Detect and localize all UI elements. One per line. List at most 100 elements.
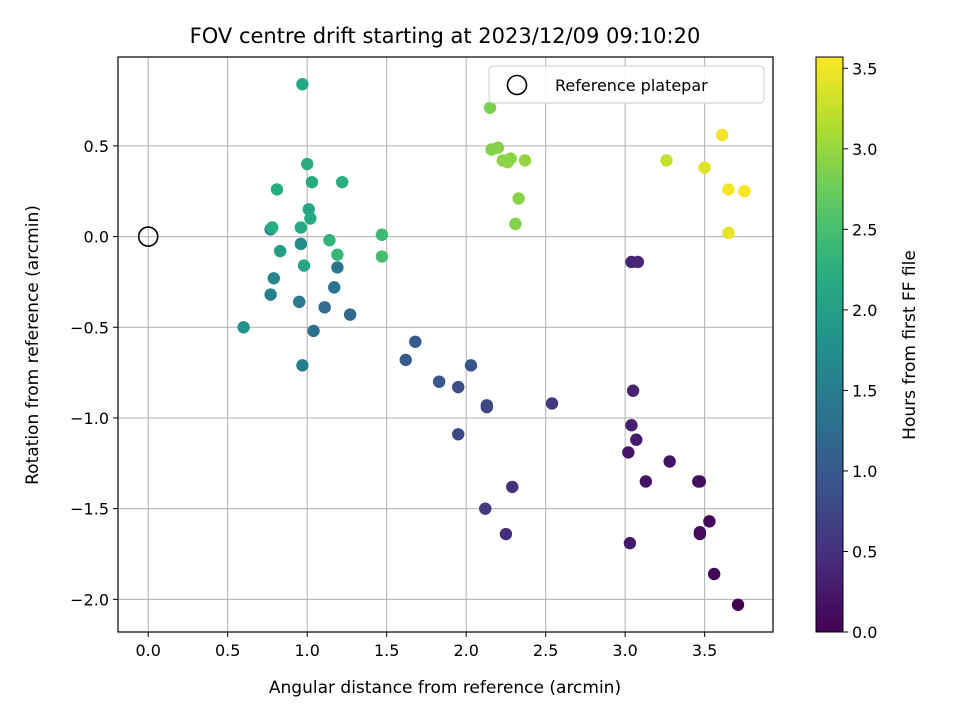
data-point bbox=[318, 301, 331, 314]
y-tick-label: −2.0 bbox=[70, 590, 109, 609]
data-point bbox=[452, 428, 465, 441]
chart-title: FOV centre drift starting at 2023/12/09 … bbox=[190, 24, 701, 48]
data-point bbox=[509, 217, 522, 231]
data-point bbox=[479, 502, 492, 515]
data-point bbox=[270, 183, 284, 196]
data-point bbox=[504, 152, 517, 165]
data-point bbox=[698, 161, 711, 174]
data-point bbox=[738, 185, 751, 198]
data-point bbox=[296, 359, 309, 372]
y-tick-label: −0.5 bbox=[70, 318, 109, 337]
data-point bbox=[273, 244, 287, 258]
data-point bbox=[264, 288, 277, 301]
data-point bbox=[518, 154, 532, 167]
data-point bbox=[452, 380, 465, 394]
data-point bbox=[660, 154, 673, 167]
colorbar: 0.0 0.5 1.0 1.5 2.0 2.5 3.0 3.5 Hours from firs… bbox=[815, 56, 920, 642]
data-points bbox=[237, 78, 751, 611]
data-point bbox=[237, 321, 250, 334]
data-point bbox=[331, 248, 344, 261]
y-tick-label: 0.5 bbox=[84, 137, 109, 156]
data-point bbox=[293, 295, 306, 309]
data-point bbox=[300, 157, 314, 171]
data-point bbox=[722, 226, 735, 240]
x-tick-label: 0.0 bbox=[135, 641, 160, 660]
data-point bbox=[267, 272, 281, 285]
data-point bbox=[375, 250, 389, 263]
data-point bbox=[625, 419, 638, 432]
data-point bbox=[480, 399, 494, 412]
colorbar-tick-label: 3.5 bbox=[852, 59, 877, 78]
data-point bbox=[622, 446, 635, 459]
data-point bbox=[715, 128, 729, 142]
colorbar-tick-label: 1.5 bbox=[852, 381, 877, 400]
data-point bbox=[491, 141, 505, 154]
colorbar-ticks: 0.0 0.5 1.0 1.5 2.0 2.5 3.0 3.5 bbox=[843, 59, 877, 642]
y-axis-label: Rotation from reference (arcmin) bbox=[23, 205, 43, 485]
data-point bbox=[304, 212, 317, 225]
data-point bbox=[335, 175, 349, 189]
data-point bbox=[483, 101, 497, 114]
data-point bbox=[307, 324, 320, 338]
legend-reference-marker bbox=[506, 74, 528, 96]
legend-box bbox=[488, 65, 765, 104]
data-point bbox=[545, 397, 559, 410]
data-point bbox=[663, 455, 676, 468]
legend: Reference platepar bbox=[488, 65, 765, 104]
legend-entry-reference: Reference platepar bbox=[555, 76, 708, 95]
data-point bbox=[432, 375, 446, 388]
data-point bbox=[623, 536, 637, 550]
y-tick-label: −1.5 bbox=[70, 500, 109, 519]
colorbar-tick-label: 1.0 bbox=[852, 462, 877, 481]
data-point bbox=[692, 475, 705, 488]
data-point bbox=[630, 433, 643, 446]
data-point bbox=[328, 281, 341, 294]
data-point bbox=[464, 359, 478, 372]
x-tick-label: 1.5 bbox=[374, 641, 399, 660]
colorbar-tick-label: 2.0 bbox=[852, 301, 877, 320]
data-point bbox=[296, 78, 309, 91]
x-tick-label: 3.5 bbox=[692, 641, 717, 660]
data-point bbox=[331, 261, 344, 274]
colorbar-tick-label: 0.0 bbox=[852, 623, 877, 642]
data-point bbox=[343, 308, 357, 321]
data-point bbox=[631, 255, 645, 269]
x-tick-label: 0.5 bbox=[215, 641, 240, 660]
y-tick-label: 0.0 bbox=[84, 228, 109, 247]
data-point bbox=[707, 567, 721, 581]
x-axis-ticks: 0.0 0.5 1.0 1.5 2.0 2.5 3.0 3.5 bbox=[135, 632, 717, 660]
data-point bbox=[693, 526, 707, 539]
data-point bbox=[626, 384, 640, 397]
data-point bbox=[375, 228, 389, 241]
plot-frame bbox=[117, 56, 774, 633]
x-tick-label: 2.0 bbox=[453, 641, 478, 660]
x-tick-label: 1.0 bbox=[294, 641, 319, 660]
data-point bbox=[731, 598, 745, 611]
data-point bbox=[506, 480, 519, 494]
y-axis-ticks: −2.0 −1.5 −1.0 −0.5 0.0 0.5 bbox=[70, 137, 118, 609]
reference-marker bbox=[137, 226, 159, 247]
x-tick-label: 2.5 bbox=[533, 641, 558, 660]
data-point bbox=[722, 183, 735, 196]
data-point bbox=[512, 192, 525, 205]
colorbar-tick-label: 3.0 bbox=[852, 140, 877, 159]
colorbar-gradient bbox=[815, 56, 844, 633]
x-axis-label: Angular distance from reference (arcmin) bbox=[269, 678, 621, 698]
data-point bbox=[294, 221, 308, 234]
grid bbox=[118, 57, 773, 632]
colorbar-label: Hours from first FF file bbox=[900, 250, 920, 440]
data-point bbox=[499, 527, 513, 541]
data-point bbox=[399, 353, 412, 367]
data-point bbox=[297, 259, 311, 272]
reference-marker-layer bbox=[137, 226, 159, 247]
colorbar-tick-label: 2.5 bbox=[852, 220, 877, 239]
y-tick-label: −1.0 bbox=[70, 409, 109, 428]
data-point bbox=[323, 234, 336, 247]
data-point bbox=[305, 175, 319, 189]
data-point bbox=[409, 335, 422, 348]
data-point bbox=[294, 237, 308, 251]
x-tick-label: 3.0 bbox=[612, 641, 637, 660]
data-point bbox=[703, 515, 716, 528]
colorbar-tick-label: 0.5 bbox=[852, 542, 877, 561]
